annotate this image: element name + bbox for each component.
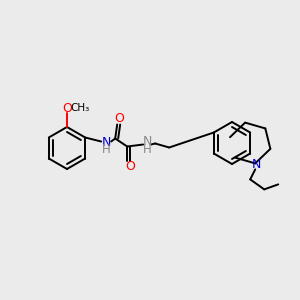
Text: O: O bbox=[62, 101, 72, 115]
Text: CH₃: CH₃ bbox=[70, 103, 90, 113]
Text: H: H bbox=[102, 143, 111, 156]
Text: N: N bbox=[101, 136, 111, 149]
Text: O: O bbox=[114, 112, 124, 125]
Text: O: O bbox=[125, 160, 135, 173]
Text: N: N bbox=[142, 135, 152, 148]
Text: N: N bbox=[251, 158, 261, 171]
Text: H: H bbox=[143, 143, 152, 156]
